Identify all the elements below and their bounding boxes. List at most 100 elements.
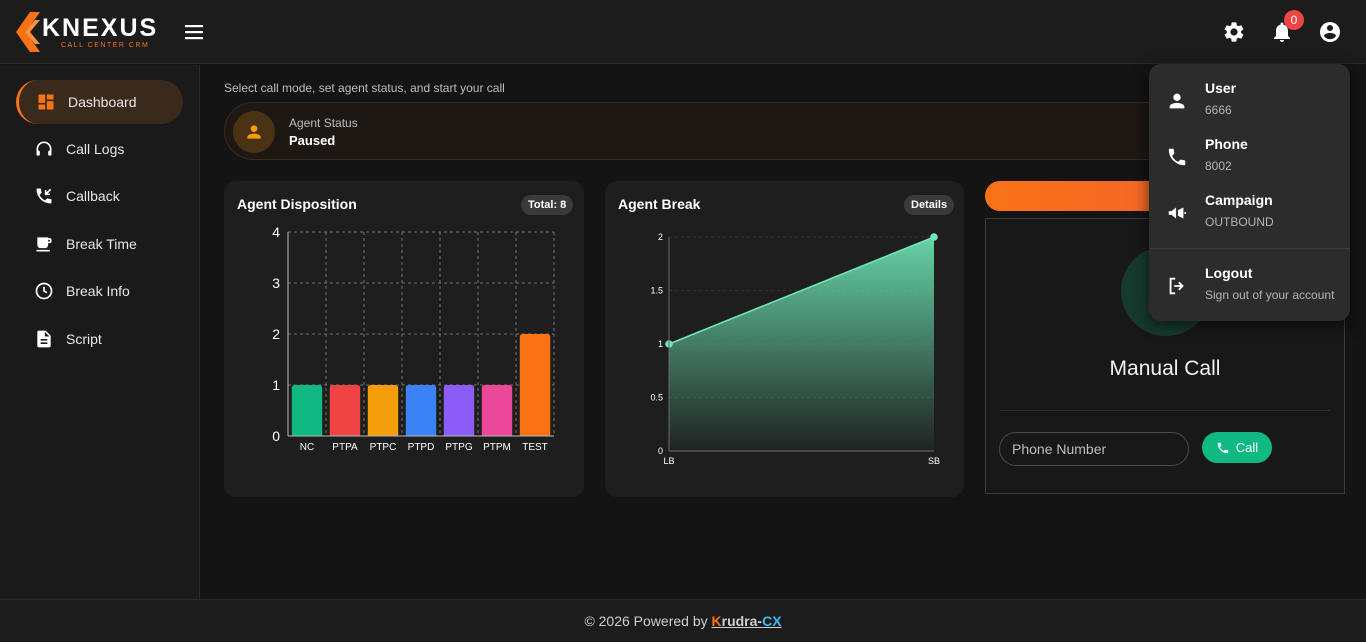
agent-avatar (233, 111, 275, 153)
y-tick-label: 3 (272, 275, 280, 291)
data-point (930, 233, 938, 241)
y-tick-label: 1 (658, 339, 663, 349)
series-area (669, 237, 934, 451)
brand-cx: CX (762, 613, 782, 629)
call-button[interactable]: Call (1202, 432, 1272, 463)
sidebar-item-label: Break Time (66, 236, 137, 252)
manual-call-title: Manual Call (1109, 357, 1221, 380)
agent-break-card: Agent Break Details 0 0.5 1 1.5 2 LB SB (605, 181, 964, 497)
call-mode-hint: Select call mode, set agent status, and … (224, 81, 505, 95)
notification-count-badge: 0 (1284, 10, 1304, 30)
user-menu-dropdown: User 6666 Phone 8002 Campaign OUTBOUND L… (1149, 64, 1350, 321)
agent-status-value: Paused (289, 133, 336, 148)
bar (443, 385, 475, 436)
agent-disposition-chart: 0 1 2 3 4 NC PTPA PTPC PTPD PTPG PTPM TEST (272, 224, 555, 453)
y-tick-label: 1 (272, 377, 280, 393)
logo-chevron-icon (16, 12, 40, 52)
bar (291, 385, 323, 436)
bar (519, 334, 551, 436)
person-icon (247, 125, 261, 139)
coffee-icon (36, 237, 52, 252)
x-tick-label: TEST (522, 442, 548, 453)
campaign-title: Campaign (1205, 192, 1273, 208)
logo-tagline: CALL CENTER CRM (61, 42, 150, 49)
bar (329, 385, 361, 436)
sidebar-item-label: Callback (66, 188, 120, 204)
x-tick-label: PTPG (445, 442, 472, 453)
dashboard-icon (38, 94, 54, 110)
bar (367, 385, 399, 436)
agent-disposition-card: Agent Disposition Total: 8 0 1 2 3 4 NC PTPA PT… (224, 181, 584, 497)
y-tick-label: 0.5 (650, 393, 663, 403)
notification-bell-icon[interactable] (1270, 20, 1294, 44)
agent-break-title: Agent Break (618, 196, 701, 212)
logout-title: Logout (1205, 265, 1253, 281)
sidebar-item-label: Break Info (66, 283, 130, 299)
x-tick-label: LB (663, 456, 674, 466)
x-tick-label: PTPA (332, 442, 358, 453)
logout-icon (1169, 277, 1184, 295)
phone-title: Phone (1205, 136, 1248, 152)
bar (481, 385, 513, 436)
logo-text: KNEXUS (42, 14, 159, 42)
footer-copyright: © 2026 Powered by (584, 613, 708, 629)
logout-menu-item[interactable]: Logout Sign out of your account (1149, 261, 1350, 313)
sidebar-item-script[interactable]: Script (16, 317, 183, 361)
sidebar-item-callback[interactable]: Callback (16, 174, 183, 218)
campaign-value: OUTBOUND (1205, 215, 1274, 229)
x-tick-label: SB (928, 456, 940, 466)
sidebar-item-label: Script (66, 331, 102, 347)
knexus-logo[interactable]: KNEXUS CALL CENTER CRM (16, 12, 166, 52)
agent-disposition-title: Agent Disposition (237, 196, 357, 212)
user-title: User (1205, 80, 1237, 96)
footer-brand-link[interactable]: Krudra-CX (712, 613, 782, 629)
sidebar: Dashboard Call Logs Callback Break Time … (0, 65, 200, 599)
x-tick-label: PTPD (408, 442, 435, 453)
clock-icon (35, 282, 53, 300)
account-circle-icon[interactable] (1318, 20, 1342, 44)
divider (1000, 410, 1330, 411)
sidebar-item-break-info[interactable]: Break Info (16, 269, 183, 313)
call-button-label: Call (1235, 440, 1259, 455)
menu-toggle-icon[interactable] (184, 22, 204, 42)
person-icon (1169, 93, 1185, 109)
user-menu-campaign: Campaign OUTBOUND (1149, 188, 1350, 240)
sidebar-item-call-logs[interactable]: Call Logs (16, 127, 183, 171)
phone-value: 8002 (1205, 159, 1232, 173)
total-count-badge: Total: 8 (521, 195, 574, 215)
sidebar-item-dashboard[interactable]: Dashboard (16, 80, 183, 124)
footer: © 2026 Powered by Krudra-CX (0, 599, 1366, 641)
agent-status-label: Agent Status (289, 116, 358, 130)
series-line (668, 236, 935, 345)
sidebar-item-label: Dashboard (68, 94, 137, 110)
user-menu-user: User 6666 (1149, 76, 1350, 128)
y-tick-label: 4 (272, 224, 280, 240)
x-tick-label: PTPC (370, 442, 397, 453)
brand-dash: - (757, 613, 763, 629)
phone-number-input[interactable] (999, 432, 1189, 466)
logout-subtitle: Sign out of your account (1205, 288, 1335, 302)
user-menu-phone: Phone 8002 (1149, 132, 1350, 184)
settings-gear-icon[interactable] (1222, 20, 1246, 44)
document-icon (37, 330, 51, 348)
user-value: 6666 (1205, 103, 1232, 117)
agent-break-chart: 0 0.5 1 1.5 2 LB SB (650, 232, 940, 466)
x-tick-label: NC (300, 442, 314, 453)
brand-initial: K (711, 613, 722, 629)
y-tick-label: 1.5 (650, 286, 663, 296)
y-tick-label: 2 (658, 232, 663, 242)
top-bar: KNEXUS CALL CENTER CRM 0 (0, 0, 1366, 64)
y-tick-label: 2 (272, 326, 280, 342)
sidebar-item-break-time[interactable]: Break Time (16, 222, 183, 266)
details-button[interactable]: Details (904, 195, 955, 215)
x-tick-label: PTPM (483, 442, 511, 453)
headset-icon (36, 141, 52, 156)
bar (405, 385, 437, 436)
megaphone-icon (1168, 207, 1187, 219)
callback-icon (36, 188, 52, 204)
phone-icon (1217, 442, 1229, 453)
divider (1149, 248, 1350, 249)
phone-icon (1168, 148, 1186, 166)
y-tick-label: 0 (658, 446, 663, 456)
sidebar-item-label: Call Logs (66, 141, 125, 157)
